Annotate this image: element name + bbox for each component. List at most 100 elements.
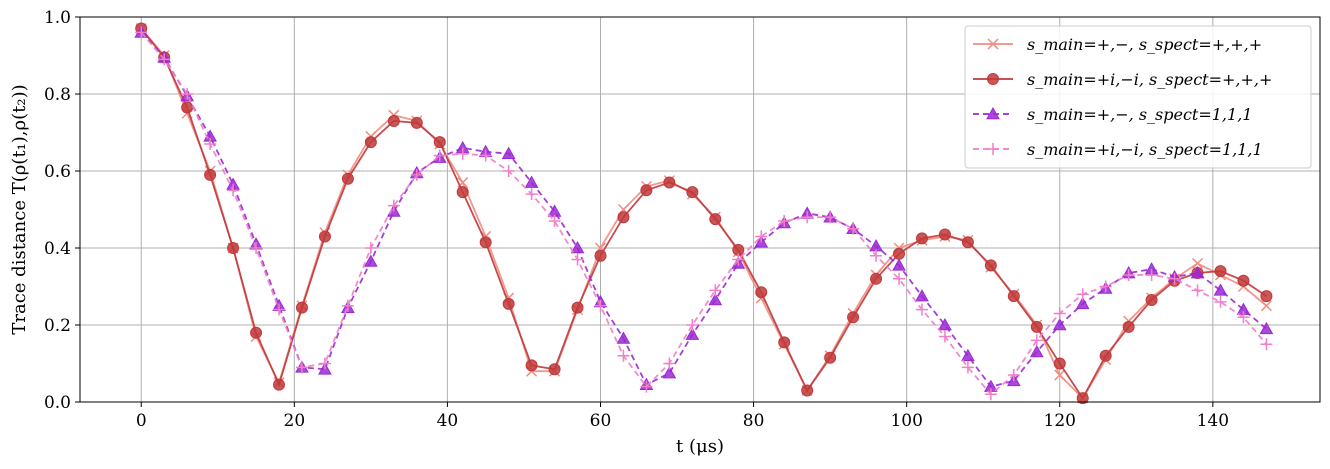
series-4-point bbox=[801, 211, 814, 224]
series-2-point bbox=[824, 351, 837, 364]
series-2-point bbox=[250, 326, 263, 339]
series-2-point bbox=[318, 230, 331, 243]
series-2-point bbox=[227, 242, 240, 254]
series-3-point bbox=[1213, 283, 1228, 296]
series-2-point bbox=[801, 384, 814, 397]
series-2-point bbox=[204, 168, 217, 181]
series-2-point bbox=[1237, 274, 1250, 287]
series-4-point bbox=[204, 138, 217, 151]
series-2-point bbox=[456, 186, 469, 199]
series-3-point bbox=[915, 289, 929, 302]
series-2-point bbox=[755, 286, 768, 299]
series-4-point bbox=[295, 361, 308, 374]
series-4-point bbox=[961, 361, 974, 374]
series-3-point bbox=[501, 146, 516, 159]
series-3-point bbox=[869, 239, 883, 252]
series-2-point bbox=[525, 359, 538, 372]
series-2-point bbox=[961, 236, 974, 249]
series-4-point bbox=[1053, 307, 1066, 320]
series-2-point bbox=[1214, 265, 1227, 278]
series-3-point bbox=[524, 175, 539, 188]
series-2-point bbox=[1260, 290, 1273, 303]
series-2-point bbox=[778, 336, 791, 349]
series-2-point bbox=[295, 301, 308, 314]
x-tick-label: 80 bbox=[743, 411, 765, 431]
series-1-point bbox=[1260, 300, 1272, 312]
y-tick-label: 0.6 bbox=[44, 162, 71, 182]
series-4-point bbox=[479, 149, 492, 162]
series-4-point bbox=[135, 26, 148, 39]
series-4-point bbox=[525, 188, 538, 201]
series-3-point bbox=[708, 292, 723, 306]
series-3-point bbox=[685, 327, 700, 340]
legend-swatch-marker bbox=[987, 73, 999, 85]
legend-swatch-marker bbox=[987, 143, 999, 155]
series-2-point bbox=[548, 363, 561, 376]
series-2-point bbox=[1030, 320, 1043, 333]
series-4-point bbox=[433, 149, 446, 162]
series-4-point bbox=[502, 165, 515, 177]
series-3-line bbox=[140, 31, 1267, 388]
series-2-point bbox=[1053, 357, 1066, 370]
legend: s_main=+,−, s_spect=+,+,+ s_main=+i,−i, s… bbox=[964, 25, 1312, 169]
series-2-point bbox=[410, 116, 423, 129]
series-4-point bbox=[1168, 272, 1181, 285]
series-4-point bbox=[181, 88, 194, 100]
series-3-point bbox=[570, 240, 585, 254]
series-4-point bbox=[1122, 268, 1135, 281]
x-tick-label: 40 bbox=[437, 411, 459, 431]
series-2-point bbox=[915, 232, 928, 245]
series-2-point bbox=[709, 213, 722, 226]
series-2-point bbox=[364, 136, 377, 149]
series-4-point bbox=[640, 380, 653, 393]
series-4-point bbox=[755, 230, 768, 243]
x-tick-label: 0 bbox=[136, 411, 147, 431]
x-tick-label: 20 bbox=[284, 411, 306, 431]
series-1-point bbox=[1054, 369, 1066, 381]
series-4-point bbox=[1030, 334, 1043, 347]
series-4-point bbox=[548, 215, 561, 228]
series-2-point bbox=[663, 176, 676, 189]
ticks: 0 20 40 60 80 100 120 140 0.0 0.2 0.4 0.6 0.8 1.0 bbox=[44, 8, 1229, 431]
y-tick-label: 0.2 bbox=[44, 316, 71, 336]
series-2-point bbox=[273, 378, 286, 391]
legend-swatch-marker bbox=[987, 38, 999, 50]
series-4-point bbox=[387, 199, 400, 212]
series-4-point bbox=[893, 272, 906, 285]
y-axis-label: Trace distance T(ρ(t₁),ρ(t₂)) bbox=[9, 84, 30, 334]
x-axis-label: t (μs) bbox=[676, 436, 724, 457]
series-4-point bbox=[341, 299, 354, 312]
series-2-point bbox=[479, 236, 492, 249]
series-4-point bbox=[1076, 288, 1089, 301]
series-4-point bbox=[1237, 311, 1250, 324]
series-4-point bbox=[456, 147, 469, 160]
series-3-point bbox=[1190, 265, 1205, 279]
series-4-point bbox=[273, 303, 286, 316]
series-layer bbox=[134, 22, 1274, 405]
series-2-point bbox=[341, 172, 354, 185]
series-2-point bbox=[1122, 320, 1135, 333]
series-2-point bbox=[984, 259, 997, 272]
plot-frame bbox=[79, 16, 1321, 403]
series-2-point bbox=[870, 272, 883, 285]
x-tick-label: 120 bbox=[1044, 411, 1076, 431]
series-4-point bbox=[1191, 284, 1204, 297]
y-tick-label: 0.4 bbox=[44, 239, 71, 259]
series-3-point bbox=[616, 331, 631, 344]
y-tick-label: 1.0 bbox=[44, 8, 71, 28]
series-2-point bbox=[893, 247, 906, 260]
series-3-point bbox=[1259, 321, 1274, 335]
series-2-point bbox=[1145, 293, 1158, 306]
series-4-point bbox=[663, 357, 676, 370]
series-3-point bbox=[892, 258, 906, 271]
series-3-point bbox=[1075, 296, 1090, 310]
series-2-point bbox=[1076, 392, 1089, 405]
series-4-point bbox=[938, 330, 951, 343]
series-2-point bbox=[1099, 349, 1112, 362]
series-4-point bbox=[847, 222, 860, 235]
series-4-point bbox=[364, 242, 377, 254]
series-4-point bbox=[410, 168, 423, 181]
legend-label: s_main=+,−, s_spect=1,1,1 bbox=[1027, 105, 1252, 124]
series-2-point bbox=[640, 184, 653, 197]
series-3-point bbox=[938, 317, 952, 331]
